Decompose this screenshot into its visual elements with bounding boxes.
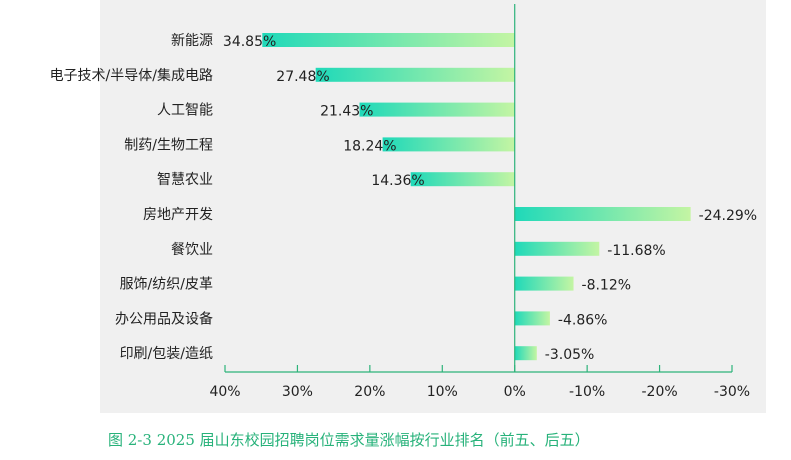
bar [514,346,537,361]
value-label: 34.85% [223,34,276,50]
value-label: -11.68% [607,243,665,259]
bar [315,67,515,82]
value-label: 18.24% [343,138,396,154]
value-label: -4.86% [558,312,608,328]
category-label: 人工智能 [157,103,213,119]
bar [410,172,515,187]
bar [382,137,515,152]
bar [514,241,600,256]
category-label: 电子技术/半导体/集成电路 [50,67,213,84]
category-label: 印刷/包装/造纸 [120,346,213,362]
category-label: 智慧农业 [157,172,213,188]
value-label: 14.36% [371,173,424,189]
value-label: -3.05% [545,347,595,363]
x-tick-label: -20% [641,384,677,400]
category-label: 新能源 [171,33,213,49]
value-label: 27.48% [276,69,329,85]
bar [514,276,574,291]
bar [514,311,550,326]
x-tick-label: 40% [209,384,240,400]
x-tick-label: 0% [504,384,526,400]
figure-caption: 图 2-3 2025 届山东校园招聘岗位需求量涨幅按行业排名（前五、后五） [108,431,590,449]
x-tick-label: 10% [427,384,458,400]
category-label: 制药/生物工程 [124,137,213,153]
x-tick-label: 30% [282,384,313,400]
value-label: -8.12% [582,278,632,294]
value-label: 21.43% [320,104,373,120]
category-label: 服饰/纺织/皮革 [120,277,213,293]
category-label: 办公用品及设备 [115,310,213,327]
bar [359,102,515,117]
bar [262,33,515,47]
category-label: 餐饮业 [171,242,213,258]
x-tick-label: -10% [569,384,605,400]
bar [514,207,691,221]
value-label: -24.29% [699,208,757,224]
x-tick-label: -30% [714,384,750,400]
x-tick-label: 20% [354,384,385,400]
category-label: 房地产开发 [143,207,213,223]
